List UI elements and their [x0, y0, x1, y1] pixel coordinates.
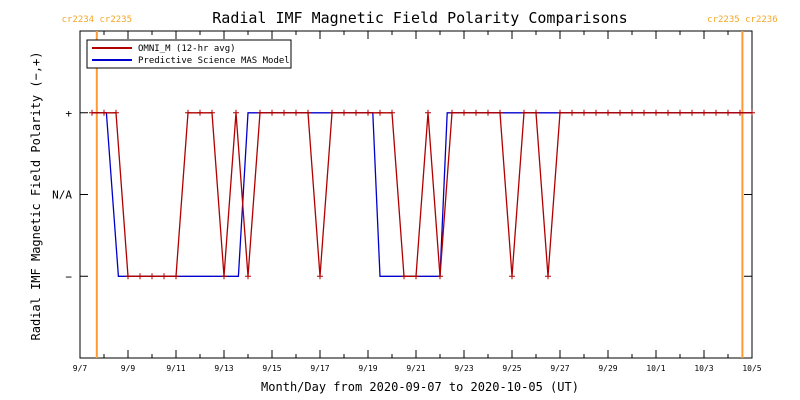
- chart-title: Radial IMF Magnetic Field Polarity Compa…: [212, 9, 627, 27]
- omni-data-point: [197, 109, 203, 116]
- omni-data-point: [677, 109, 683, 116]
- x-axis-label: Month/Day from 2020-09-07 to 2020-10-05 …: [261, 380, 579, 394]
- omni-data-point: [653, 109, 659, 116]
- legend: OMNI_M (12-hr avg) Predictive Science MA…: [86, 39, 292, 69]
- carrington-marker-label: cr2234 cr2235: [62, 15, 132, 25]
- x-tick-label: 9/11: [166, 364, 185, 373]
- x-tick-label: 9/19: [358, 364, 377, 373]
- y-tick-label: −: [65, 270, 72, 283]
- legend-label-omni: OMNI_M (12-hr avg): [138, 44, 236, 54]
- x-tick-label: 9/29: [598, 364, 617, 373]
- omni-data-point: [101, 109, 107, 116]
- omni-data-point: [209, 109, 215, 116]
- carrington-marker-label: cr2235 cr2236: [707, 15, 777, 25]
- x-tick-label: 9/13: [214, 364, 233, 373]
- omni-data-point: [617, 109, 623, 116]
- omni-data-point: [545, 273, 551, 280]
- omni-data-point: [185, 109, 191, 116]
- omni-data-point: [605, 109, 611, 116]
- omni-data-point: [737, 109, 743, 116]
- omni-data-point: [593, 109, 599, 116]
- omni-data-point: [281, 109, 287, 116]
- x-tick-label: 9/17: [310, 364, 329, 373]
- omni-data-point: [305, 109, 311, 116]
- omni-data-point: [521, 109, 527, 116]
- omni-data-point: [581, 109, 587, 116]
- omni-data-point: [269, 109, 275, 116]
- omni-data-point: [341, 109, 347, 116]
- omni-data-point: [257, 109, 263, 116]
- x-tick-label: 9/7: [73, 364, 88, 373]
- omni-data-point: [569, 109, 575, 116]
- omni-data-point: [293, 109, 299, 116]
- legend-label-model: Predictive Science MAS Model: [138, 56, 290, 66]
- omni-data-point: [725, 109, 731, 116]
- omni-data-point: [701, 109, 707, 116]
- omni-data-point: [137, 273, 143, 280]
- omni-data-point: [641, 109, 647, 116]
- omni-data-point: [449, 109, 455, 116]
- x-tick-label: 10/3: [694, 364, 713, 373]
- x-tick-label: 10/1: [646, 364, 665, 373]
- x-tick-label: 9/27: [550, 364, 569, 373]
- omni-data-point: [401, 273, 407, 280]
- omni-data-point: [413, 273, 419, 280]
- omni-data-point: [425, 109, 431, 116]
- x-tick-label: 9/25: [502, 364, 521, 373]
- omni-data-point: [161, 273, 167, 280]
- omni-data-point: [89, 109, 95, 116]
- omni-data-point: [713, 109, 719, 116]
- omni-data-point: [329, 109, 335, 116]
- omni-data-point: [689, 109, 695, 116]
- omni-data-point: [665, 109, 671, 116]
- x-tick-label: 9/21: [406, 364, 425, 373]
- omni-data-point: [473, 109, 479, 116]
- y-tick-label: N/A: [52, 189, 72, 202]
- omni-data-point: [221, 273, 227, 280]
- x-tick-label: 9/9: [121, 364, 136, 373]
- x-tick-label: 9/23: [454, 364, 473, 373]
- omni-data-point: [509, 273, 515, 280]
- omni-data-point: [173, 273, 179, 280]
- omni-data-point: [557, 109, 563, 116]
- omni-data-point: [437, 273, 443, 280]
- omni-data-point: [353, 109, 359, 116]
- omni-data-point: [389, 109, 395, 116]
- y-tick-label: +: [65, 107, 72, 120]
- legend-box: [86, 39, 292, 69]
- omni-data-point: [497, 109, 503, 116]
- y-axis-label: Radial IMF Magnetic Field Polarity (−,+): [29, 52, 43, 341]
- omni-data-point: [749, 109, 755, 116]
- x-tick-label: 10/5: [742, 364, 761, 373]
- omni-data-point: [125, 273, 131, 280]
- omni-data-point: [377, 109, 383, 116]
- omni-data-point: [485, 109, 491, 116]
- omni-data-point: [365, 109, 371, 116]
- omni-data-point: [461, 109, 467, 116]
- omni-data-point: [629, 109, 635, 116]
- omni-data-point: [233, 109, 239, 116]
- omni-data-point: [317, 273, 323, 280]
- x-tick-label: 9/15: [262, 364, 281, 373]
- omni-data-point: [149, 273, 155, 280]
- omni-data-point: [245, 273, 251, 280]
- omni-data-point: [113, 109, 119, 116]
- omni-data-point: [533, 109, 539, 116]
